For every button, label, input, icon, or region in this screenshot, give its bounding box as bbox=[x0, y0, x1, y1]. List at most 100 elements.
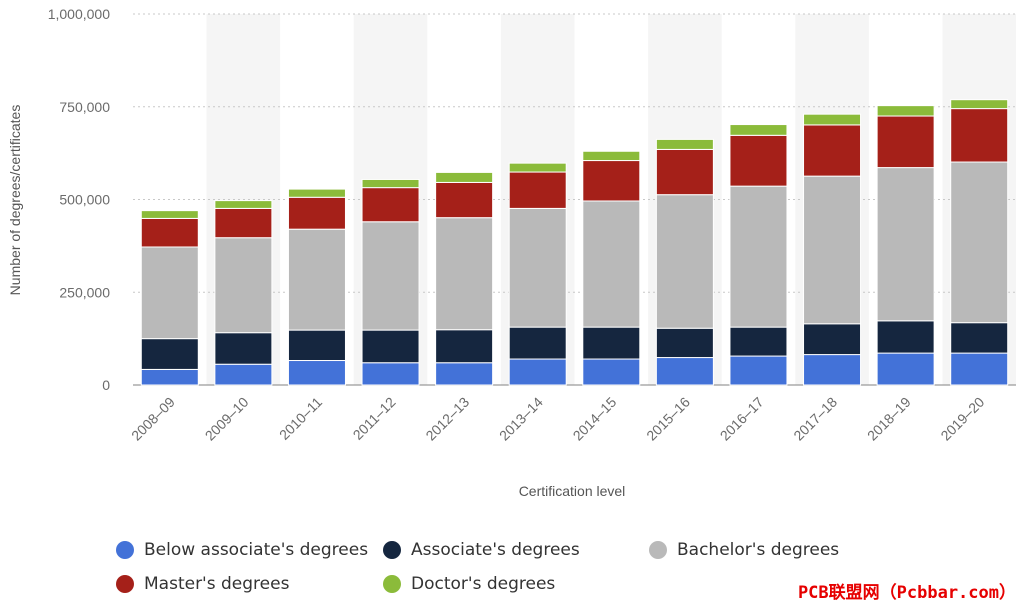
bar-segment bbox=[435, 362, 494, 386]
bar-segment bbox=[214, 237, 273, 334]
bar-segment bbox=[508, 207, 567, 328]
x-tick-label: 2017–18 bbox=[790, 394, 840, 444]
x-tick-label: 2011–12 bbox=[350, 394, 399, 443]
bar-segment bbox=[876, 167, 935, 322]
bar-segment bbox=[729, 124, 788, 136]
y-tick-label: 500,000 bbox=[59, 192, 110, 208]
x-tick-label: 2016–17 bbox=[717, 394, 767, 444]
bar-segment bbox=[950, 161, 1009, 324]
bar-segment bbox=[508, 326, 567, 360]
bar-segment bbox=[950, 352, 1009, 386]
bar-segment bbox=[582, 326, 641, 360]
x-tick-label: 2012–13 bbox=[422, 394, 472, 444]
bars bbox=[140, 99, 1009, 386]
y-tick-labels: 0 250,000 500,000 750,000 1,000,000 bbox=[48, 6, 111, 393]
bar-segment bbox=[140, 217, 199, 248]
x-tick-label: 2009–10 bbox=[202, 394, 252, 444]
bar-segment bbox=[287, 228, 346, 331]
gridlines bbox=[133, 13, 1016, 386]
y-tick-label: 1,000,000 bbox=[48, 6, 110, 22]
bar-segment bbox=[729, 326, 788, 357]
bar-segment bbox=[287, 329, 346, 362]
bar-segment bbox=[435, 217, 494, 331]
bar-segment bbox=[729, 134, 788, 187]
bar-segment bbox=[876, 352, 935, 386]
bar-segment bbox=[803, 113, 862, 126]
bar-segment bbox=[803, 323, 862, 356]
bar-segment bbox=[361, 178, 420, 189]
x-tick-label: 2019–20 bbox=[937, 394, 987, 444]
legend-item-associate[interactable]: Associate's degrees bbox=[383, 540, 580, 560]
bar-segment bbox=[803, 175, 862, 325]
bar-segment bbox=[803, 354, 862, 386]
bar-segment bbox=[582, 150, 641, 162]
bar-segment bbox=[140, 338, 199, 370]
bar-segment bbox=[655, 148, 714, 196]
bar-segment bbox=[655, 357, 714, 386]
x-tick-label: 2013–14 bbox=[496, 394, 546, 444]
bar-segment bbox=[729, 185, 788, 328]
bar-segment bbox=[803, 124, 862, 177]
bar-segment bbox=[361, 221, 420, 331]
bar-segment bbox=[435, 329, 494, 364]
legend-label: Bachelor's degrees bbox=[677, 540, 840, 560]
bar-segment bbox=[435, 171, 494, 183]
legend-label: Master's degrees bbox=[144, 574, 290, 594]
bar-segment bbox=[214, 200, 273, 209]
bar-segment bbox=[214, 332, 273, 365]
watermark-text: PCB联盟网（Pcbbar.com） bbox=[797, 583, 1016, 603]
x-tick-label: 2008–09 bbox=[128, 394, 178, 444]
x-axis-title: Certification level bbox=[519, 483, 626, 499]
bar-segment bbox=[582, 160, 641, 202]
bar-segment bbox=[655, 138, 714, 150]
bar-segment bbox=[214, 363, 273, 386]
x-tick-label: 2018–19 bbox=[864, 394, 914, 444]
bar-segment bbox=[729, 355, 788, 386]
bar-segment bbox=[582, 200, 641, 328]
bar-segment bbox=[950, 322, 1009, 354]
bar-segment bbox=[435, 181, 494, 219]
bar-segment bbox=[214, 207, 273, 239]
bar-segment bbox=[508, 171, 567, 209]
bar-segment bbox=[287, 188, 346, 198]
legend-swatch bbox=[383, 541, 401, 559]
x-tick-label: 2010–11 bbox=[276, 394, 325, 443]
legend-label: Associate's degrees bbox=[411, 540, 580, 560]
legend-swatch bbox=[116, 575, 134, 593]
bar-segment bbox=[876, 115, 935, 169]
bar-segment bbox=[655, 194, 714, 329]
bar-segment bbox=[950, 108, 1009, 163]
y-tick-label: 0 bbox=[102, 377, 110, 393]
x-tick-labels: 2008–09 2009–10 2010–11 2011–12 2012–13 2013–… bbox=[128, 394, 987, 444]
legend-item-master[interactable]: Master's degrees bbox=[116, 574, 289, 594]
bar-segment bbox=[582, 358, 641, 386]
bar-segment bbox=[655, 327, 714, 359]
bar-segment bbox=[287, 360, 346, 386]
legend-item-below-associate[interactable]: Below associate's degrees bbox=[116, 540, 368, 560]
legend-label: Below associate's degrees bbox=[144, 540, 369, 560]
bar-segment bbox=[140, 246, 199, 340]
y-tick-label: 750,000 bbox=[59, 99, 110, 115]
bar-segment bbox=[361, 187, 420, 223]
bar-segment bbox=[361, 362, 420, 386]
legend-item-bachelor[interactable]: Bachelor's degrees bbox=[649, 540, 839, 560]
bar-segment bbox=[140, 210, 199, 219]
y-tick-label: 250,000 bbox=[59, 284, 110, 300]
legend: Below associate's degrees Associate's de… bbox=[116, 540, 876, 604]
legend-swatch bbox=[649, 541, 667, 559]
legend-swatch bbox=[383, 575, 401, 593]
y-axis-title: Number of degrees/certificates bbox=[7, 105, 23, 296]
bar-segment bbox=[950, 99, 1009, 110]
bar-segment bbox=[876, 320, 935, 354]
bar-segment bbox=[140, 368, 199, 386]
x-tick-label: 2015–16 bbox=[643, 394, 693, 444]
bar-segment bbox=[287, 196, 346, 230]
legend-label: Doctor's degrees bbox=[411, 574, 556, 594]
legend-swatch bbox=[116, 541, 134, 559]
bar-segment bbox=[508, 358, 567, 386]
legend-item-doctor[interactable]: Doctor's degrees bbox=[383, 574, 555, 594]
bar-segment bbox=[361, 329, 420, 364]
x-tick-label: 2014–15 bbox=[570, 394, 620, 444]
bar-segment bbox=[508, 162, 567, 173]
